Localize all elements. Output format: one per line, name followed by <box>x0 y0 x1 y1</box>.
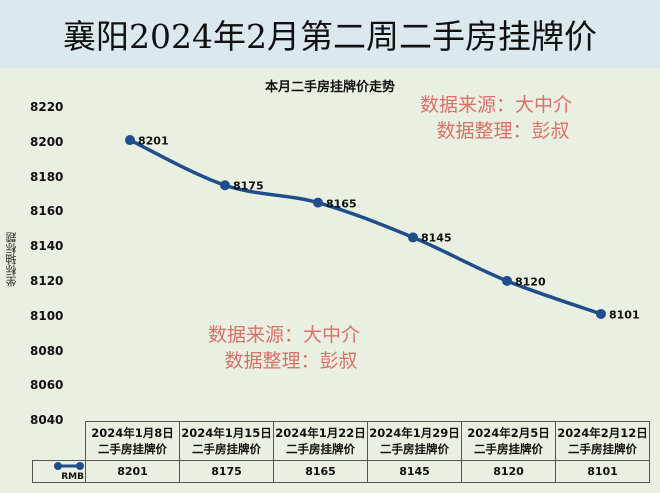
data-point-label: 8201 <box>138 134 169 148</box>
table-cell: 8201 <box>85 460 180 483</box>
data-point-marker <box>596 308 606 319</box>
data-point-marker <box>502 275 512 286</box>
chart-title: 本月二手房挂牌价走势 <box>264 80 395 95</box>
y-tick: 8140 <box>30 239 64 253</box>
y-tick: 8220 <box>30 100 64 114</box>
y-tick: 8100 <box>30 309 64 323</box>
table-cell: 8165 <box>273 460 368 483</box>
table-cell: 8120 <box>461 460 556 483</box>
y-tick: 8200 <box>30 135 64 149</box>
data-point-label: 8165 <box>326 197 357 211</box>
watermark-line: 数据整理：彭叔 <box>224 350 358 372</box>
y-tick: 8120 <box>30 274 64 288</box>
table-cell: 8175 <box>179 460 274 483</box>
data-point-label: 8120 <box>515 275 546 289</box>
data-point-marker <box>125 135 135 146</box>
table-header: 2024年1月29日 二手房挂牌价 <box>367 421 462 461</box>
page-title: 襄阳2024年2月第二周二手房挂牌价 <box>63 17 597 56</box>
legend-label: RMB <box>61 471 84 482</box>
data-point-marker <box>313 197 323 208</box>
table-cell: 8101 <box>555 460 650 483</box>
series-markers <box>125 135 606 319</box>
y-tick: 8060 <box>30 378 64 392</box>
watermark-line: 数据来源：大中介 <box>208 324 361 346</box>
series-line <box>128 138 603 316</box>
title-band: 襄阳2024年2月第二周二手房挂牌价 <box>0 0 660 68</box>
table-row: RMB 8201 8175 8165 8145 8120 8101 <box>32 460 650 483</box>
watermark: 数据来源：大中介 数据整理：彭叔 <box>208 322 360 374</box>
table-header: 2024年2月5日 二手房挂牌价 <box>461 421 556 461</box>
data-point-label: 8175 <box>233 179 264 193</box>
data-point-marker <box>408 232 418 243</box>
data-table: 2024年1月8日 二手房挂牌价 2024年1月15日 二手房挂牌价 2024年1月… <box>32 421 650 483</box>
data-point-label: 8101 <box>609 308 640 322</box>
table-header: 2024年2月12日 二手房挂牌价 <box>555 421 650 461</box>
y-tick: 8180 <box>30 170 64 184</box>
table-header: 2024年1月15日 二手房挂牌价 <box>179 421 274 461</box>
legend-cell: RMB <box>32 460 86 483</box>
table-header: 2024年1月8日 二手房挂牌价 <box>85 421 180 461</box>
watermark-line: 数据整理：彭叔 <box>436 120 570 142</box>
legend-line-marker-icon <box>54 461 84 471</box>
data-point-label: 8145 <box>421 231 452 245</box>
table-cell: 8145 <box>367 460 462 483</box>
watermark: 数据来源：大中介 数据整理：彭叔 <box>420 92 572 144</box>
watermark-line: 数据来源：大中介 <box>420 94 573 116</box>
y-tick: 8080 <box>30 344 64 358</box>
table-header-row: 2024年1月8日 二手房挂牌价 2024年1月15日 二手房挂牌价 2024年1月… <box>32 421 650 461</box>
y-tick: 8160 <box>30 204 64 218</box>
table-header: 2024年1月22日 二手房挂牌价 <box>273 421 368 461</box>
data-point-marker <box>220 180 230 191</box>
table-corner <box>32 421 86 461</box>
